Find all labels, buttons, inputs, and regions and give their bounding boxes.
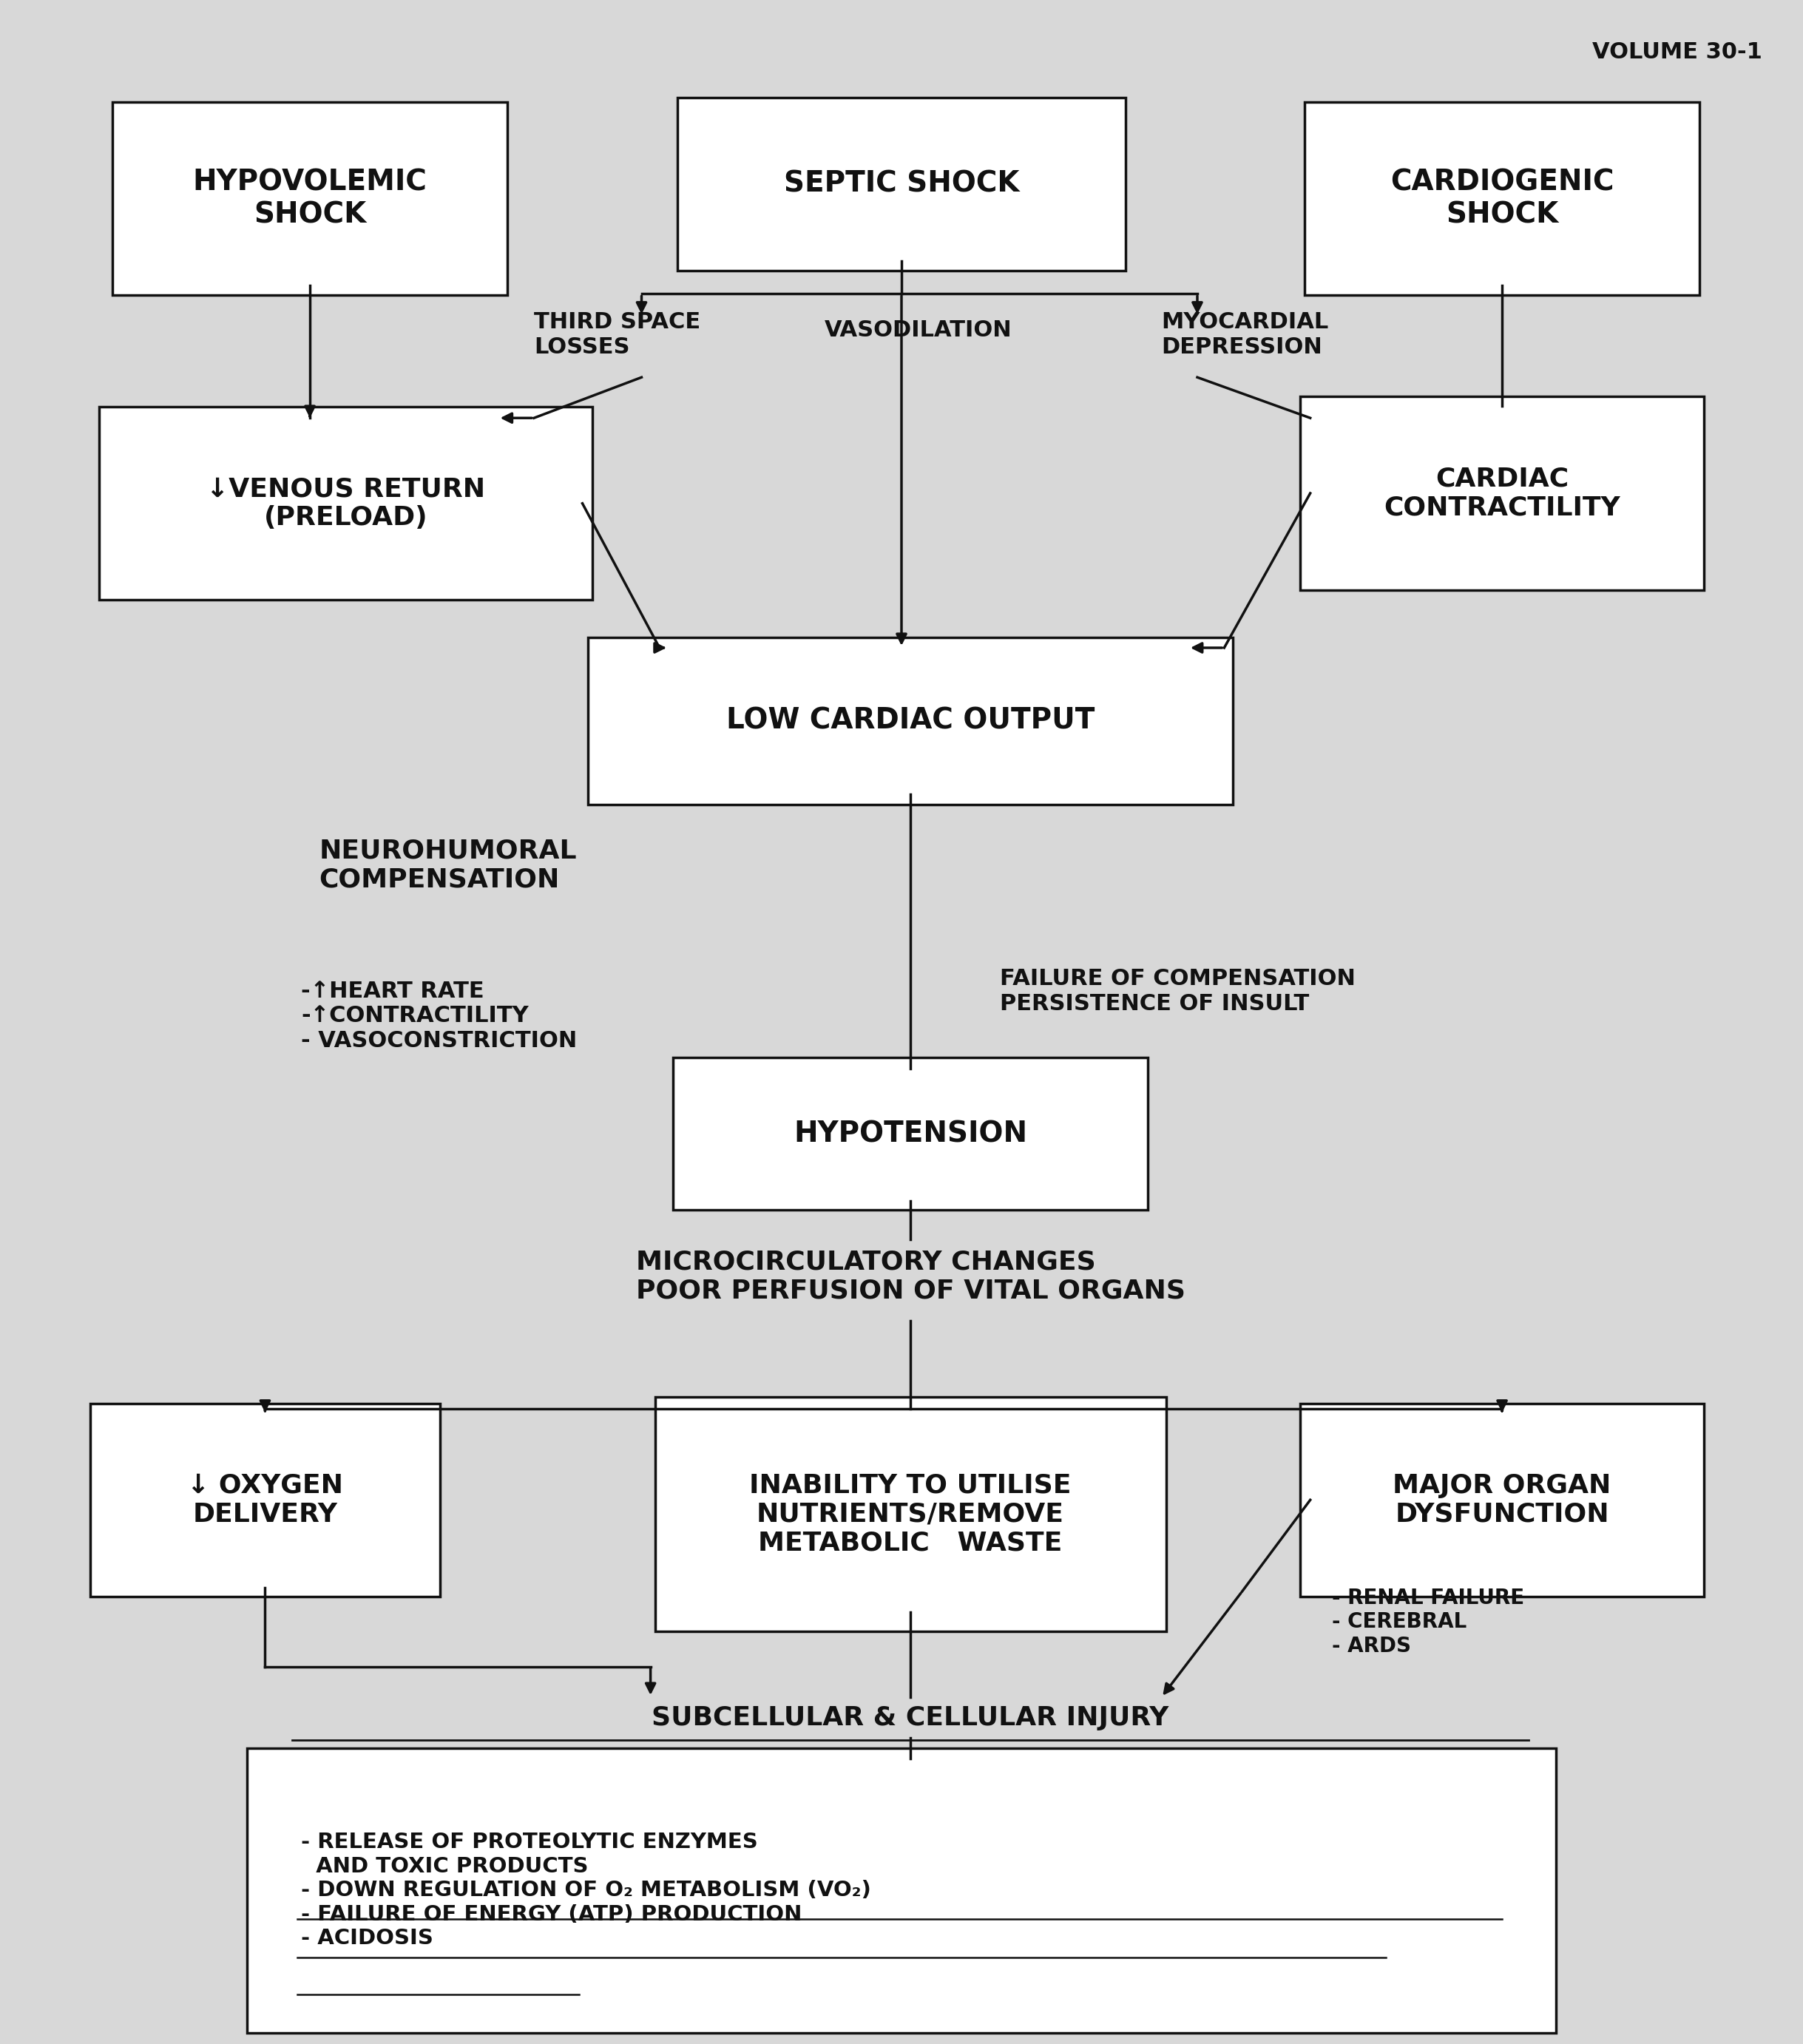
- Text: SUBCELLULAR & CELLULAR INJURY: SUBCELLULAR & CELLULAR INJURY: [653, 1705, 1168, 1729]
- Text: MAJOR ORGAN
DYSFUNCTION: MAJOR ORGAN DYSFUNCTION: [1394, 1474, 1612, 1527]
- Text: INABILITY TO UTILISE
NUTRIENTS/REMOVE
METABOLIC   WASTE: INABILITY TO UTILISE NUTRIENTS/REMOVE ME…: [750, 1472, 1071, 1555]
- Text: THIRD SPACE
LOSSES: THIRD SPACE LOSSES: [534, 311, 701, 358]
- Text: VOLUME 30-1: VOLUME 30-1: [1592, 41, 1762, 63]
- Text: FAILURE OF COMPENSATION
PERSISTENCE OF INSULT: FAILURE OF COMPENSATION PERSISTENCE OF I…: [1001, 969, 1356, 1014]
- Text: VASODILATION: VASODILATION: [824, 319, 1011, 341]
- Text: SEPTIC SHOCK: SEPTIC SHOCK: [784, 170, 1019, 198]
- FancyBboxPatch shape: [678, 98, 1125, 270]
- FancyBboxPatch shape: [90, 1404, 440, 1596]
- FancyBboxPatch shape: [1305, 102, 1698, 294]
- Text: CARDIOGENIC
SHOCK: CARDIOGENIC SHOCK: [1390, 168, 1614, 229]
- Text: HYPOVOLEMIC
SHOCK: HYPOVOLEMIC SHOCK: [193, 168, 427, 229]
- FancyBboxPatch shape: [673, 1057, 1149, 1210]
- FancyBboxPatch shape: [588, 638, 1233, 805]
- FancyBboxPatch shape: [99, 407, 591, 601]
- Text: NEUROHUMORAL
COMPENSATION: NEUROHUMORAL COMPENSATION: [319, 838, 577, 893]
- Text: ↓VENOUS RETURN
(PRELOAD): ↓VENOUS RETURN (PRELOAD): [206, 476, 485, 531]
- FancyBboxPatch shape: [114, 102, 507, 294]
- Text: -↑HEART RATE
-↑CONTRACTILITY
- VASOCONSTRICTION: -↑HEART RATE -↑CONTRACTILITY - VASOCONST…: [301, 981, 577, 1051]
- FancyBboxPatch shape: [247, 1748, 1556, 2034]
- FancyBboxPatch shape: [1300, 397, 1704, 591]
- Text: CARDIAC
CONTRACTILITY: CARDIAC CONTRACTILITY: [1385, 466, 1621, 521]
- Text: - RELEASE OF PROTEOLYTIC ENZYMES
  AND TOXIC PRODUCTS
- DOWN REGULATION OF O₂ ME: - RELEASE OF PROTEOLYTIC ENZYMES AND TOX…: [301, 1831, 871, 1948]
- Text: MICROCIRCULATORY CHANGES
POOR PERFUSION OF VITAL ORGANS: MICROCIRCULATORY CHANGES POOR PERFUSION …: [636, 1249, 1185, 1304]
- FancyBboxPatch shape: [1300, 1404, 1704, 1596]
- Text: - RENAL FAILURE
- CEREBRAL
- ARDS: - RENAL FAILURE - CEREBRAL - ARDS: [1332, 1588, 1524, 1656]
- Text: MYOCARDIAL
DEPRESSION: MYOCARDIAL DEPRESSION: [1161, 311, 1329, 358]
- FancyBboxPatch shape: [654, 1398, 1167, 1631]
- Text: LOW CARDIAC OUTPUT: LOW CARDIAC OUTPUT: [727, 707, 1094, 736]
- Text: ↓ OXYGEN
DELIVERY: ↓ OXYGEN DELIVERY: [188, 1474, 343, 1527]
- Text: HYPOTENSION: HYPOTENSION: [793, 1120, 1028, 1149]
